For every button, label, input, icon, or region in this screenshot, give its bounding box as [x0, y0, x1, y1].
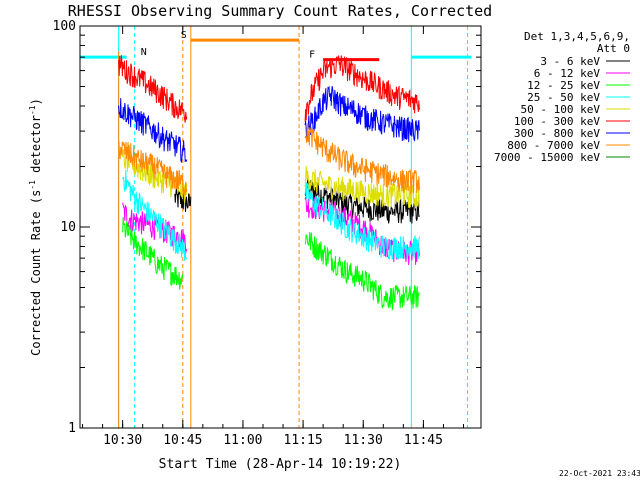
legend-label-4: 25 - 50 keV — [527, 91, 600, 104]
legend-header-1: Det 1,3,4,5,6,9, — [524, 30, 630, 43]
series-7-segment-1 — [118, 98, 188, 163]
series-1 — [174, 176, 420, 224]
series-8-segment-2 — [304, 123, 420, 194]
x-tick-label-2: 10:45 — [163, 433, 202, 448]
series-8 — [118, 123, 420, 196]
legend-label-1: 3 - 6 keV — [540, 55, 600, 68]
series-5-segment-2 — [304, 165, 420, 209]
legend-label-9: 7000 - 15000 keV — [494, 151, 600, 164]
series-7 — [118, 85, 420, 163]
x-tick-label-6: 11:45 — [404, 433, 443, 448]
x-tick-label-4: 11:15 — [284, 433, 323, 448]
series-1-segment-2 — [304, 176, 420, 224]
flag-n: N — [141, 47, 147, 58]
plot-layer: N S F — [80, 26, 472, 428]
legend-header-2: Att 0 — [597, 42, 630, 55]
legend-label-7: 300 - 800 keV — [514, 127, 600, 140]
legend-label-8: 800 - 7000 keV — [507, 139, 600, 152]
y-tick-label-3: 100 — [53, 19, 76, 34]
y-axis-label-end: ) — [29, 98, 43, 105]
legend-label-3: 12 - 25 keV — [527, 79, 600, 92]
y-tick-label-2: 10 — [60, 220, 76, 235]
x-tick-label-3: 11:00 — [223, 433, 262, 448]
legend-label-6: 100 - 300 keV — [514, 115, 600, 128]
series-4-segment-2 — [304, 182, 420, 260]
flag-s: S — [181, 30, 187, 41]
series-3-segment-1 — [122, 216, 184, 290]
flag-f: F — [309, 50, 315, 61]
series-3-segment-2 — [304, 231, 420, 312]
series-4-segment-1 — [122, 169, 188, 261]
x-tick-label-1: 10:30 — [103, 433, 142, 448]
y-tick-label-1: 1 — [68, 421, 76, 436]
x-tick-label-5: 11:30 — [344, 433, 383, 448]
x-axis-label: Start Time (28-Apr-14 10:19:22) — [159, 457, 402, 472]
timestamp: 22-Oct-2021 23:43 — [559, 469, 640, 478]
y-axis-label-main: Corrected Count Rate (s — [29, 190, 43, 356]
series-6-segment-2 — [304, 54, 420, 122]
series-6-segment-1 — [118, 55, 188, 123]
series-6 — [118, 54, 420, 123]
legend-label-5: 50 - 100 keV — [521, 103, 601, 116]
series-1-segment-1 — [174, 186, 192, 212]
y-axis-label-mid: detector — [29, 115, 43, 180]
legend-label-2: 6 - 12 keV — [534, 67, 601, 80]
y-axis-label-exp1: -1 — [28, 180, 37, 190]
series-3 — [122, 216, 420, 312]
chart-title: RHESSI Observing Summary Count Rates, Co… — [68, 2, 492, 20]
series-8-segment-1 — [118, 140, 188, 196]
series-4 — [122, 169, 420, 261]
y-axis-label-exp2: -1 — [28, 105, 37, 115]
series-7-segment-2 — [304, 85, 420, 143]
axes-layer: 10:30 10:45 11:00 11:15 11:30 11:45 1 10 100 — [53, 19, 481, 448]
y-axis-label: Corrected Count Rate (s-1 detector-1) — [28, 98, 43, 356]
